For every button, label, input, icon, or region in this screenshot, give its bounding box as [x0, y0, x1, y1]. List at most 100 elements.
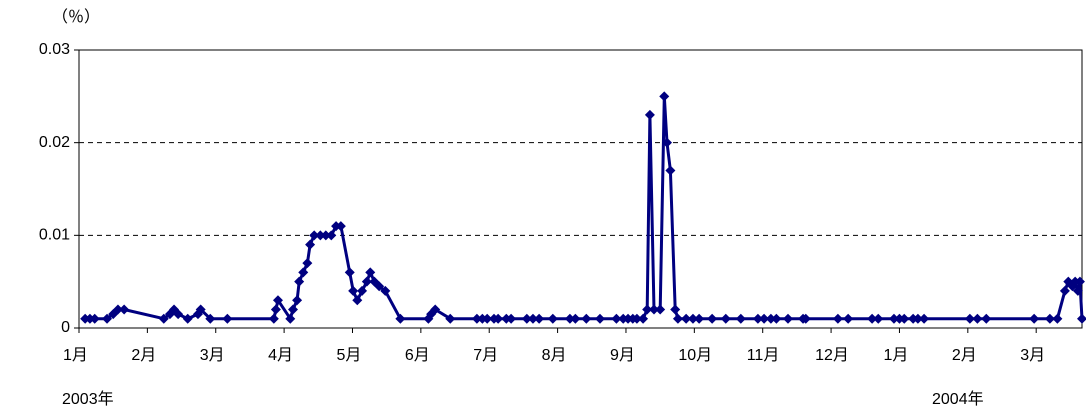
x-tick-label: 5月 — [336, 347, 361, 364]
data-point — [205, 313, 216, 324]
data-point — [527, 313, 538, 324]
data-point — [752, 313, 763, 324]
x-tick-label: 3月 — [1020, 347, 1045, 364]
y-tick-label: 0.03 — [39, 41, 70, 58]
data-point — [867, 313, 878, 324]
data-point — [270, 304, 281, 315]
data-point — [374, 281, 385, 292]
data-point — [800, 313, 811, 324]
data-point — [112, 304, 123, 315]
data-point — [638, 313, 649, 324]
data-point — [655, 304, 666, 315]
data-point — [981, 313, 992, 324]
x-tick-label: 1月 — [63, 347, 88, 364]
data-point — [352, 295, 363, 306]
data-point — [972, 313, 983, 324]
data-point — [564, 313, 575, 324]
data-point — [357, 285, 368, 296]
data-point — [771, 313, 782, 324]
data-point — [888, 313, 899, 324]
data-point — [315, 230, 326, 241]
data-point — [765, 313, 776, 324]
y-tick-label: 0.02 — [39, 134, 70, 151]
data-point — [158, 313, 169, 324]
x-tick-label: 3月 — [200, 347, 225, 364]
data-point — [611, 313, 622, 324]
data-point — [648, 304, 659, 315]
data-point — [1074, 276, 1085, 287]
data-point — [1059, 285, 1070, 296]
data-point — [534, 313, 545, 324]
data-point — [471, 313, 482, 324]
data-point — [320, 230, 331, 241]
data-point — [302, 258, 313, 269]
data-point — [581, 313, 592, 324]
data-point — [285, 313, 296, 324]
data-point — [735, 313, 746, 324]
data-point — [843, 313, 854, 324]
x-tick-label: 4月 — [268, 347, 293, 364]
data-point — [873, 313, 884, 324]
data-point — [102, 313, 113, 324]
plot-frame — [78, 49, 1083, 329]
x-tick-label: 11月 — [747, 347, 780, 364]
year-label: 2004年 — [932, 390, 984, 408]
x-tick-label: 9月 — [610, 347, 635, 364]
data-point — [642, 304, 653, 315]
x-tick-label: 12月 — [815, 347, 849, 364]
data-point — [348, 285, 359, 296]
data-point — [720, 313, 731, 324]
data-point — [919, 313, 930, 324]
data-point — [395, 313, 406, 324]
data-line — [85, 94, 1084, 321]
data-point — [305, 239, 316, 250]
data-point — [365, 267, 376, 278]
x-tick-label: 2月 — [131, 347, 156, 364]
data-point — [912, 313, 923, 324]
data-point — [631, 313, 642, 324]
data-point — [430, 304, 441, 315]
data-point — [173, 309, 184, 320]
year-label: 2003年 — [62, 390, 114, 408]
data-point — [326, 230, 337, 241]
data-point — [445, 313, 456, 324]
data-point — [298, 267, 309, 278]
data-point — [335, 221, 346, 232]
data-point — [783, 313, 794, 324]
data-point — [361, 276, 372, 287]
x-tick-label: 7月 — [473, 347, 498, 364]
data-point — [294, 276, 305, 287]
data-point — [832, 313, 843, 324]
data-point — [661, 137, 672, 148]
data-point — [964, 313, 975, 324]
data-point — [670, 304, 681, 315]
data-point — [222, 313, 233, 324]
data-point — [268, 313, 279, 324]
data-point — [288, 304, 299, 315]
y-tick-label: 0.01 — [39, 227, 70, 244]
data-point — [292, 295, 303, 306]
data-point — [707, 313, 718, 324]
data-point — [899, 313, 910, 324]
data-point — [493, 313, 504, 324]
data-point — [195, 304, 206, 315]
data-point — [521, 313, 532, 324]
x-tick-label: 8月 — [542, 347, 567, 364]
x-tick-label: 2月 — [952, 347, 977, 364]
data-point — [694, 313, 705, 324]
data-point — [687, 313, 698, 324]
data-point — [344, 267, 355, 278]
data-point — [482, 313, 493, 324]
data-point — [759, 313, 770, 324]
x-tick-label: 10月 — [678, 347, 712, 364]
data-point — [594, 313, 605, 324]
data-point — [89, 313, 100, 324]
data-point — [1044, 313, 1055, 324]
data-point — [659, 91, 670, 102]
data-point — [272, 295, 283, 306]
data-point — [644, 109, 655, 120]
data-point — [182, 313, 193, 324]
x-tick-label: 6月 — [405, 347, 430, 364]
y-tick-label: 0 — [61, 319, 70, 336]
data-point — [119, 304, 130, 315]
